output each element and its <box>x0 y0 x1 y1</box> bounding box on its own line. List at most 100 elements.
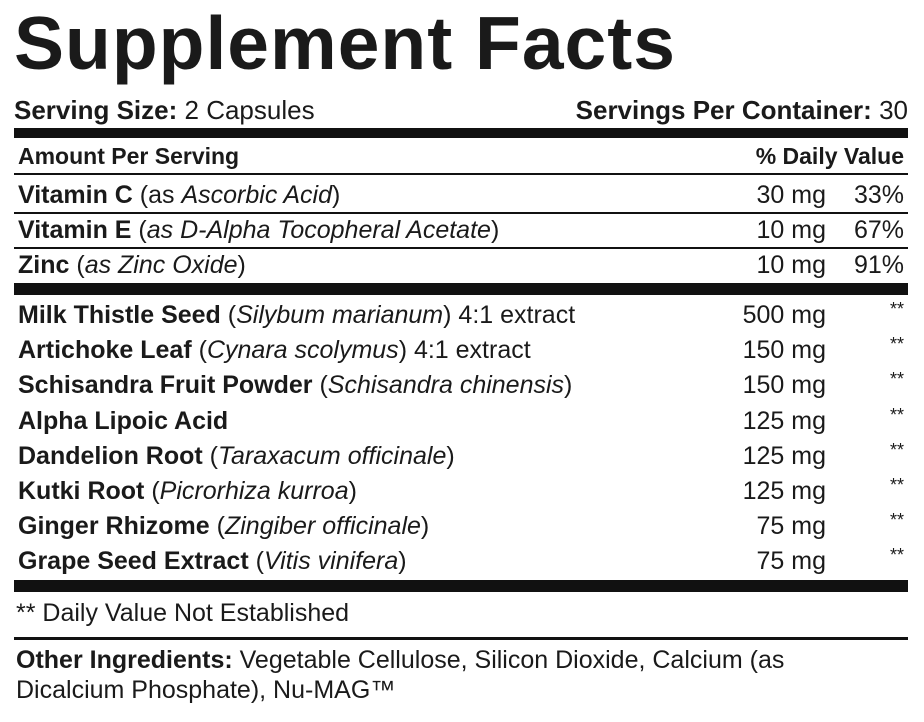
amount-per-serving-header: Amount Per Serving <box>18 143 240 169</box>
nutrient-detail-pre: ( <box>131 216 147 244</box>
nutrient-detail-post: ) <box>398 547 407 576</box>
nutrient-daily-value: ** <box>889 545 904 566</box>
nutrient-detail-pre: ( <box>69 251 85 279</box>
nutrient-amount: 150 mg <box>742 371 826 400</box>
nutrient-name-cell: Zinc (as Zinc Oxide) <box>18 248 246 282</box>
nutrient-row: Artichoke Leaf (Cynara scolymus) 4:1 ext… <box>14 333 908 367</box>
nutrient-source: Zingiber officinale <box>224 512 421 541</box>
nutrient-daily-value: 33% <box>853 181 904 209</box>
nutrient-name: Kutki Root <box>18 477 145 505</box>
footnote: ** Daily Value Not Established <box>16 599 350 627</box>
nutrient-detail-pre: ( <box>191 336 207 365</box>
serving-info: Serving Size: 2 Capsules Servings Per Co… <box>14 95 908 125</box>
serving-size-label: Serving Size: <box>14 95 178 125</box>
divider-thick-bottom <box>14 580 908 592</box>
nutrient-row: Ginger Rhizome (Zingiber officinale) 75 m… <box>14 509 908 543</box>
servings-per-container-label: Servings Per Container: <box>575 95 872 125</box>
nutrient-detail-pre: ( <box>209 512 225 541</box>
nutrient-detail-post: ) <box>446 441 455 470</box>
nutrient-name: Vitamin E <box>18 216 132 244</box>
servings-per-container-value: 30 <box>871 95 908 125</box>
nutrient-daily-value: 91% <box>853 251 904 279</box>
divider-thin-footnote <box>14 637 908 640</box>
nutrient-detail-post: ) <box>348 477 357 505</box>
nutrient-row: Grape Seed Extract (Vitis vinifera) 75 mg… <box>14 544 908 578</box>
nutrient-name-cell: Alpha Lipoic Acid <box>18 404 228 438</box>
nutrient-name: Schisandra Fruit Powder <box>18 371 313 400</box>
nutrient-source: as D-Alpha Tocopheral Acetate <box>146 216 491 244</box>
nutrient-row: Schisandra Fruit Powder (Schisandra chin… <box>14 368 908 402</box>
nutrient-detail-pre: ( <box>248 547 264 576</box>
nutrient-source: Schisandra chinensis <box>327 371 565 400</box>
nutrient-amount: 150 mg <box>742 336 826 365</box>
nutrient-detail-post: ) <box>564 371 573 400</box>
nutrient-detail-pre: ( <box>312 371 328 400</box>
nutrient-name-cell: Grape Seed Extract (Vitis vinifera) <box>18 544 407 578</box>
nutrient-row: Milk Thistle Seed (Silybum marianum) 4:1… <box>14 298 908 332</box>
nutrient-detail-pre: ( <box>144 477 160 505</box>
other-ingredients-label: Other Ingredients: <box>16 646 233 674</box>
other-ingredients-text: Vegetable Cellulose, Silicon Dioxide, Ca… <box>16 646 785 704</box>
nutrient-name: Artichoke Leaf <box>18 336 192 365</box>
nutrient-detail-post: ) 4:1 extract <box>398 336 531 365</box>
nutrient-row: Zinc (as Zinc Oxide) 10 mg 91% <box>14 248 908 282</box>
serving-size-value: 2 Capsules <box>177 95 315 125</box>
nutrient-name: Grape Seed Extract <box>18 547 249 576</box>
nutrient-name: Vitamin C <box>18 181 133 209</box>
nutrient-daily-value: ** <box>889 404 904 425</box>
nutrient-detail-post: ) <box>420 512 430 541</box>
table-header: Amount Per Serving % Daily Value <box>14 141 908 171</box>
divider-thick-middle <box>14 283 908 295</box>
row-divider <box>14 247 908 249</box>
nutrient-source: Vitis vinifera <box>263 547 399 576</box>
other-ingredients: Other Ingredients: Vegetable Cellulose, … <box>16 645 896 705</box>
nutrient-name-cell: Vitamin C (as Ascorbic Acid) <box>18 178 340 212</box>
nutrient-detail-post: ) 4:1 extract <box>443 301 576 329</box>
nutrient-source: as Zinc Oxide <box>84 251 238 279</box>
nutrient-amount: 30 mg <box>756 181 826 209</box>
nutrient-detail-post: ) <box>331 181 341 209</box>
nutrient-row: Alpha Lipoic Acid 125 mg ** <box>14 404 908 438</box>
nutrient-daily-value: ** <box>889 369 904 390</box>
nutrient-row: Dandelion Root (Taraxacum officinale) 125… <box>14 439 908 473</box>
nutrient-name-cell: Dandelion Root (Taraxacum officinale) <box>18 439 455 473</box>
nutrient-name-cell: Ginger Rhizome (Zingiber officinale) <box>18 509 429 543</box>
divider-thin-header <box>14 173 908 175</box>
nutrient-amount: 75 mg <box>756 512 826 541</box>
nutrient-name: Dandelion Root <box>18 441 203 470</box>
nutrient-daily-value: ** <box>889 475 904 495</box>
nutrient-name: Ginger Rhizome <box>18 512 210 541</box>
nutrient-source: Silybum marianum <box>236 301 444 329</box>
daily-value-header: % Daily Value <box>755 143 904 169</box>
nutrient-detail-pre: ( <box>202 441 218 470</box>
nutrient-name: Alpha Lipoic Acid <box>18 406 229 435</box>
nutrient-source: Cynara scolymus <box>206 336 399 365</box>
nutrient-name: Milk Thistle Seed <box>18 301 221 329</box>
nutrient-amount: 75 mg <box>756 547 826 576</box>
nutrient-detail-pre: (as <box>132 181 182 209</box>
nutrient-source: Picrorhiza kurroa <box>159 477 349 505</box>
nutrient-detail-post: ) <box>490 216 500 244</box>
nutrient-daily-value: ** <box>889 439 904 460</box>
nutrient-row: Vitamin E (as D-Alpha Tocopheral Acetate… <box>14 213 908 247</box>
nutrient-daily-value: 67% <box>853 216 904 244</box>
nutrient-daily-value: ** <box>889 510 904 531</box>
nutrient-detail-pre: ( <box>220 301 237 329</box>
divider-thick-top <box>14 128 908 138</box>
panel-title: Supplement Facts <box>14 1 676 85</box>
servings-per-container: Servings Per Container: 30 <box>576 95 908 125</box>
serving-size: Serving Size: 2 Capsules <box>14 95 315 125</box>
nutrient-amount: 125 mg <box>742 477 826 505</box>
nutrient-amount: 10 mg <box>756 251 826 279</box>
nutrient-daily-value: ** <box>889 299 904 319</box>
nutrient-name: Zinc <box>18 251 70 279</box>
nutrient-name-cell: Schisandra Fruit Powder (Schisandra chin… <box>18 368 572 402</box>
nutrient-detail-post: ) <box>237 251 246 279</box>
nutrient-name-cell: Artichoke Leaf (Cynara scolymus) 4:1 ext… <box>18 333 531 367</box>
nutrient-name-cell: Kutki Root (Picrorhiza kurroa) <box>18 474 357 508</box>
nutrient-source: Ascorbic Acid <box>181 181 332 209</box>
nutrient-name-cell: Milk Thistle Seed (Silybum marianum) 4:1… <box>18 298 575 332</box>
nutrient-row: Kutki Root (Picrorhiza kurroa) 125 mg ** <box>14 474 908 508</box>
nutrient-name-cell: Vitamin E (as D-Alpha Tocopheral Acetate… <box>18 213 499 247</box>
nutrient-row: Vitamin C (as Ascorbic Acid) 30 mg 33% <box>14 178 908 212</box>
